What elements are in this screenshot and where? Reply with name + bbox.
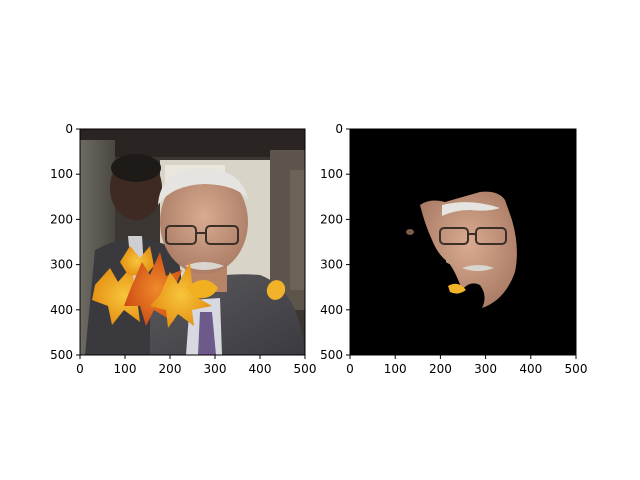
- y-tick-label: 400: [320, 303, 343, 317]
- x-tick-label: 500: [294, 362, 317, 376]
- right-panel-mask: [350, 129, 576, 355]
- y-tick-label: 300: [320, 258, 343, 272]
- y-tick-label: 500: [50, 348, 73, 362]
- y-tick-label: 0: [335, 122, 343, 136]
- y-tick-label: 100: [320, 167, 343, 181]
- leaf-overlay: [92, 246, 286, 328]
- y-tick-label: 500: [320, 348, 343, 362]
- x-tick-label: 300: [474, 362, 497, 376]
- y-tick-label: 100: [50, 167, 73, 181]
- left-axes-frame: [79, 128, 306, 356]
- y-tick-label: 200: [320, 212, 343, 226]
- x-tick-label: 100: [384, 362, 407, 376]
- left-panel-photo: [80, 129, 305, 355]
- x-tick-label: 400: [249, 362, 272, 376]
- x-tick-label: 200: [159, 362, 182, 376]
- y-tick-label: 0: [65, 122, 73, 136]
- x-tick-label: 0: [346, 362, 354, 376]
- x-tick-label: 500: [565, 362, 588, 376]
- y-tick-label: 200: [50, 212, 73, 226]
- right-axes-frame: [349, 128, 577, 356]
- x-tick-label: 100: [114, 362, 137, 376]
- x-tick-label: 300: [204, 362, 227, 376]
- x-tick-label: 0: [76, 362, 84, 376]
- x-tick-label: 400: [519, 362, 542, 376]
- y-tick-label: 300: [50, 258, 73, 272]
- x-tick-label: 200: [429, 362, 452, 376]
- y-tick-label: 400: [50, 303, 73, 317]
